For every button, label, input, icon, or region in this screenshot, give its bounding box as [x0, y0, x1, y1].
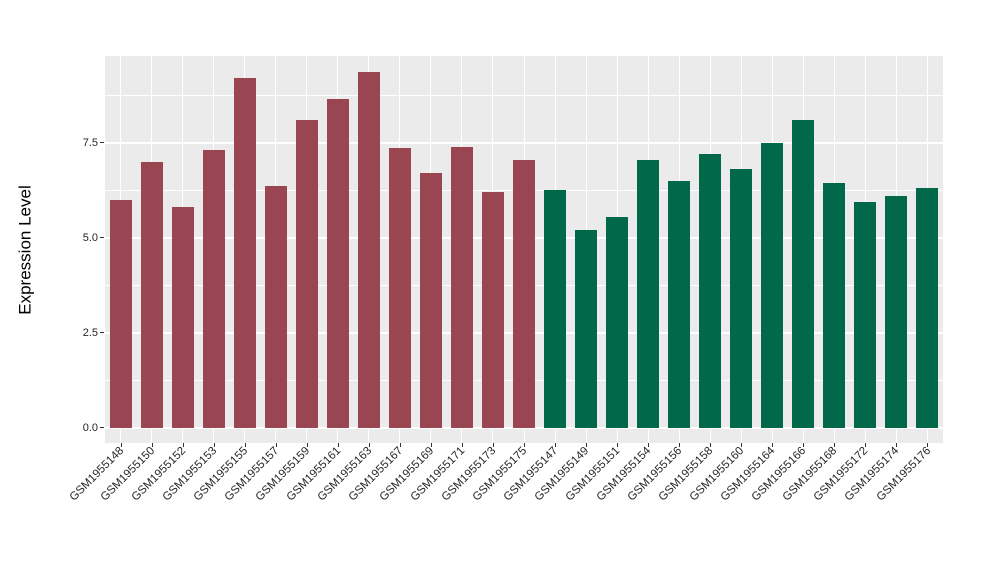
- x-tick-mark: [337, 443, 339, 447]
- bar: [450, 146, 473, 428]
- x-tick-mark: [927, 443, 929, 447]
- x-tick-mark: [772, 443, 774, 447]
- bar: [761, 142, 784, 428]
- x-tick-mark: [399, 443, 401, 447]
- bar: [419, 173, 442, 428]
- x-tick-mark: [492, 443, 494, 447]
- bar: [544, 190, 567, 428]
- x-tick-mark: [834, 443, 836, 447]
- x-tick-mark: [710, 443, 712, 447]
- y-axis-title: Expression Level: [16, 185, 35, 315]
- bar: [699, 154, 722, 428]
- bar: [140, 161, 163, 428]
- bar: [295, 119, 318, 428]
- bar: [202, 150, 225, 428]
- y-tick-label: 0.0: [82, 421, 98, 434]
- bar: [171, 207, 194, 428]
- bar: [668, 180, 691, 428]
- y-axis-title-box: Expression Level: [8, 130, 44, 370]
- bar: [606, 216, 629, 428]
- x-tick-mark: [865, 443, 867, 447]
- bar: [854, 201, 877, 428]
- bar: [388, 148, 411, 428]
- bar: [823, 182, 846, 428]
- x-tick-mark: [368, 443, 370, 447]
- x-tick-mark: [306, 443, 308, 447]
- x-tick-mark: [151, 443, 153, 447]
- y-tick-label: 2.5: [82, 326, 98, 339]
- bar: [730, 169, 753, 428]
- y-tick-label: 7.5: [82, 136, 98, 149]
- x-tick-mark: [430, 443, 432, 447]
- bar: [326, 99, 349, 428]
- x-tick-mark: [244, 443, 246, 447]
- x-tick-mark: [586, 443, 588, 447]
- y-tick-mark: [100, 427, 104, 429]
- bar: [233, 78, 256, 428]
- bar: [792, 119, 815, 428]
- y-tick-mark: [100, 237, 104, 239]
- bar: [264, 186, 287, 428]
- x-tick-mark: [803, 443, 805, 447]
- x-tick-mark: [679, 443, 681, 447]
- y-tick-mark: [100, 142, 104, 144]
- bar: [637, 159, 660, 428]
- x-tick-mark: [182, 443, 184, 447]
- y-tick-mark: [100, 332, 104, 334]
- x-tick-mark: [461, 443, 463, 447]
- x-tick-mark: [741, 443, 743, 447]
- x-tick-mark: [213, 443, 215, 447]
- bar: [513, 159, 535, 428]
- y-tick-label: 5.0: [82, 231, 98, 244]
- x-tick-mark: [648, 443, 650, 447]
- x-tick-mark: [617, 443, 619, 447]
- bar: [885, 195, 908, 428]
- x-tick-mark: [120, 443, 122, 447]
- bar: [357, 72, 380, 428]
- bar: [916, 188, 939, 428]
- x-tick-mark: [896, 443, 898, 447]
- bar: [481, 192, 504, 428]
- bar: [575, 230, 598, 428]
- x-tick-mark: [555, 443, 557, 447]
- bar: [109, 199, 132, 428]
- x-tick-mark: [275, 443, 277, 447]
- x-tick-mark: [524, 443, 525, 447]
- plot-panel: [105, 56, 943, 443]
